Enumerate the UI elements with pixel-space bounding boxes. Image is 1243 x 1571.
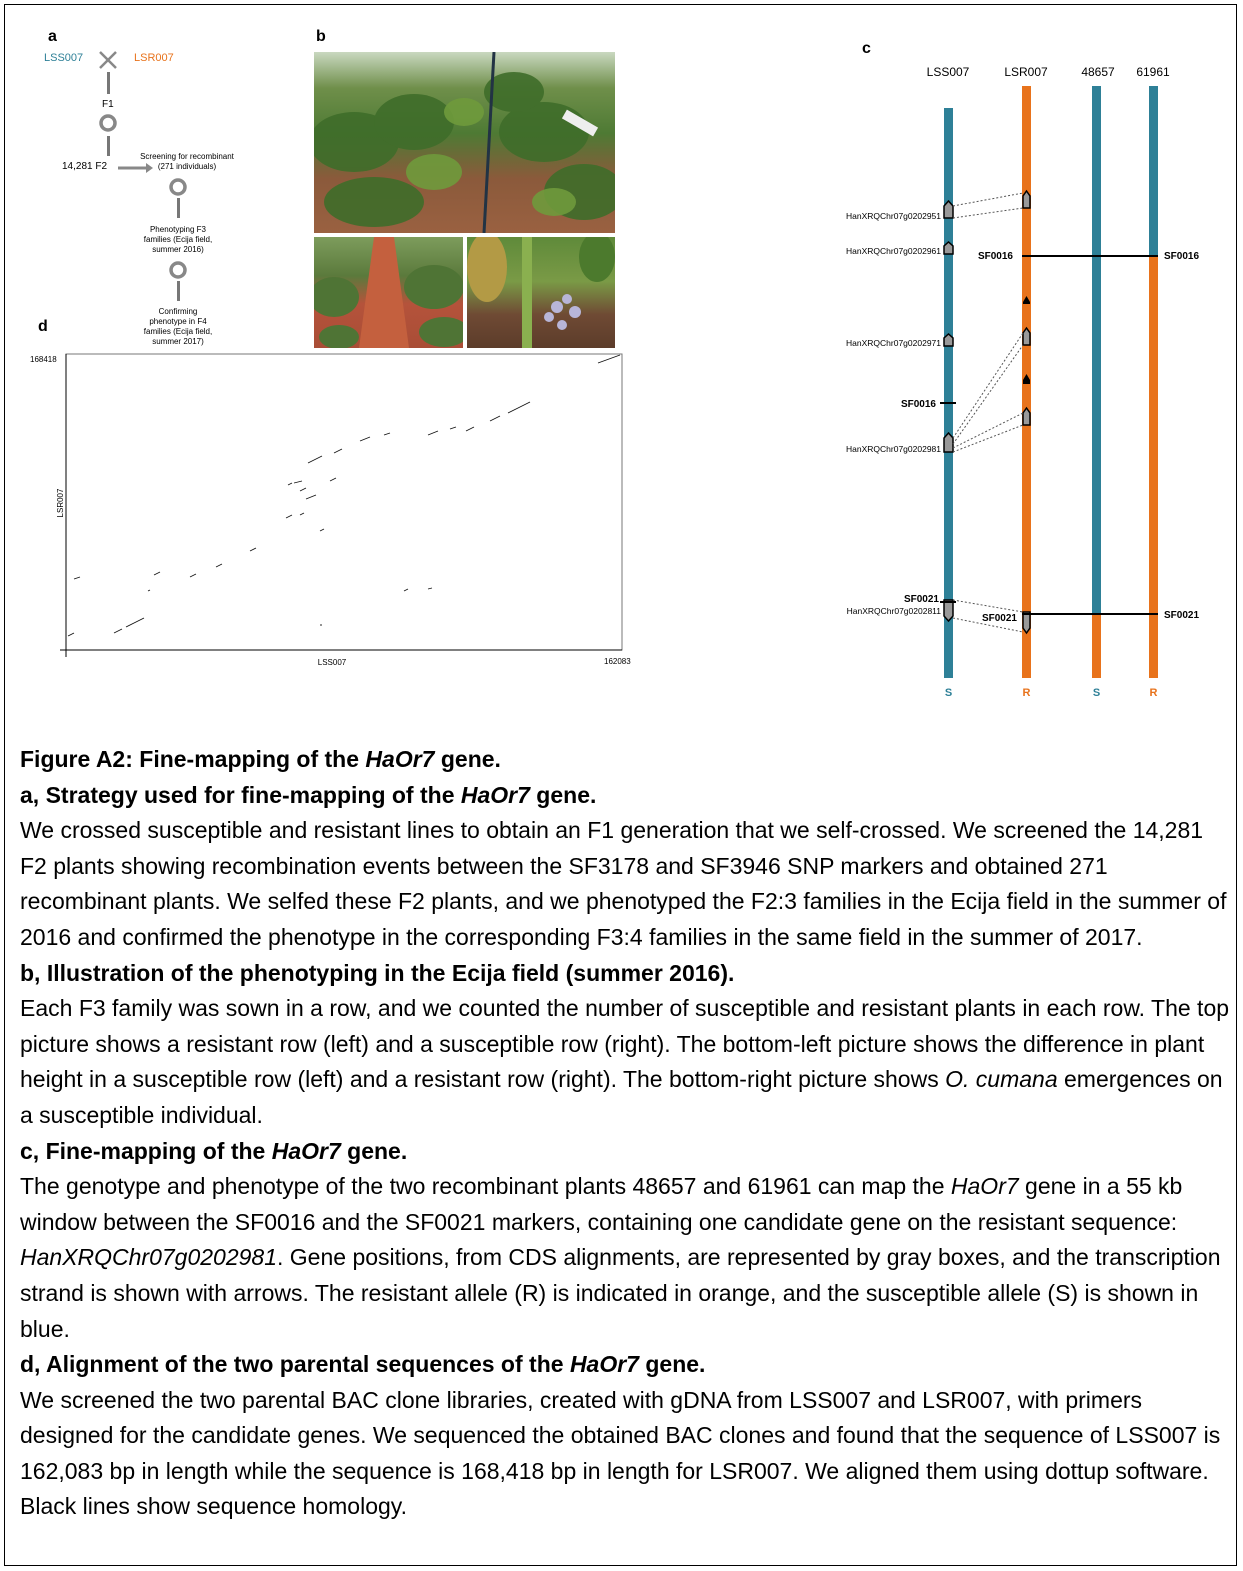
arrow-down-icon bbox=[177, 281, 180, 301]
panel-d-label: d bbox=[38, 318, 48, 335]
gene-box bbox=[943, 199, 954, 219]
phenotyping-text: Phenotyping F3 families (Ecija field, su… bbox=[143, 225, 213, 254]
gene-box bbox=[1022, 326, 1031, 346]
allele-label: R bbox=[1023, 687, 1031, 699]
field-photo-bottom-right bbox=[467, 237, 615, 348]
panel-b-label: b bbox=[316, 28, 326, 45]
y-axis-label: LSR007 bbox=[56, 488, 65, 517]
dot-plot: 168418 162083 LSS007 LSR007 bbox=[30, 353, 631, 667]
allele-label: R bbox=[1150, 687, 1158, 699]
caption-d-heading: d, Alignment of the two parental sequenc… bbox=[20, 1351, 706, 1378]
caption-d-body: We screened the two parental BAC clone l… bbox=[20, 1386, 1221, 1520]
field-photo-top bbox=[314, 52, 615, 233]
figure-frame bbox=[4, 4, 1237, 1566]
marker-label-sf0016: SF0016 bbox=[978, 251, 1013, 262]
gene-box bbox=[943, 240, 954, 255]
gene-box bbox=[943, 431, 954, 453]
self-cross-icon bbox=[169, 261, 187, 279]
self-cross-icon bbox=[169, 178, 187, 196]
column-header: LSR007 bbox=[1004, 65, 1048, 79]
self-cross-icon bbox=[99, 114, 117, 132]
caption-b-heading: b, Illustration of the phenotyping in th… bbox=[20, 959, 735, 986]
marker-label-sf0016: SF0016 bbox=[1164, 251, 1199, 262]
chromosome-48657-s-mid bbox=[1092, 256, 1101, 614]
confirming-text: Confirming phenotype in F4 families (Eci… bbox=[143, 307, 213, 346]
panel-a-label: a bbox=[48, 28, 57, 45]
gene-label: HanXRQChr07g0202811 bbox=[847, 606, 942, 616]
arrow-down-icon bbox=[177, 198, 180, 218]
marker-label-sf0021: SF0021 bbox=[982, 613, 1017, 624]
parent-r-label: LSR007 bbox=[134, 52, 174, 64]
field-photo-bottom-left bbox=[314, 237, 463, 348]
homology-segments bbox=[67, 354, 621, 637]
screening-text: Screening for recombinant (271 individua… bbox=[140, 152, 234, 171]
column-header: LSS007 bbox=[927, 65, 970, 79]
cross-icon bbox=[99, 51, 117, 69]
f2-label: 14,281 F2 bbox=[62, 161, 108, 172]
fine-mapping-diagram: LSS007 LSR007 48657 61961 bbox=[846, 65, 1199, 699]
caption-c-body: The genotype and phenotype of the two re… bbox=[20, 1173, 1221, 1342]
gene-box bbox=[1022, 189, 1031, 209]
marker-label-sf0016: SF0016 bbox=[901, 399, 936, 410]
caption-c-heading: c, Fine-mapping of the HaOr7 gene. bbox=[20, 1137, 408, 1164]
chromosome-48657-s bbox=[1092, 86, 1101, 256]
panel-c-label: c bbox=[862, 40, 871, 57]
gene-label: HanXRQChr07g0202951 bbox=[846, 211, 941, 221]
chromosome-61961-s bbox=[1149, 86, 1158, 256]
chromosome-48657-r bbox=[1092, 614, 1101, 678]
figure-title: Figure A2: Fine-mapping of the HaOr7 gen… bbox=[20, 746, 501, 772]
chromosome-lss007 bbox=[944, 108, 953, 678]
allele-label: S bbox=[1093, 687, 1100, 699]
caption-a-heading: a, Strategy used for fine-mapping of the… bbox=[20, 781, 597, 808]
y-max-label: 168418 bbox=[30, 355, 57, 364]
gene-label: HanXRQChr07g0202971 bbox=[846, 338, 941, 348]
gene-label: HanXRQChr07g0202981 bbox=[846, 444, 941, 454]
column-header: 61961 bbox=[1136, 65, 1170, 79]
x-max-label: 162083 bbox=[604, 657, 631, 666]
arrow-down-icon bbox=[107, 72, 110, 94]
caption-b-body: Each F3 family was sown in a row, and we… bbox=[20, 995, 1230, 1128]
parent-s-label: LSS007 bbox=[44, 52, 84, 64]
gene-box bbox=[1022, 611, 1031, 635]
marker-label-sf0021: SF0021 bbox=[1164, 610, 1199, 621]
x-axis-label: LSS007 bbox=[318, 658, 347, 667]
marker-label-sf0021: SF0021 bbox=[904, 594, 939, 605]
column-header: 48657 bbox=[1081, 65, 1115, 79]
gene-box bbox=[943, 599, 954, 623]
allele-label: S bbox=[945, 687, 952, 699]
gene-label: HanXRQChr07g0202961 bbox=[846, 246, 941, 256]
gene-box bbox=[1022, 406, 1031, 426]
figure-caption: Figure A2: Fine-mapping of the HaOr7 gen… bbox=[20, 742, 1230, 1525]
chromosome-61961-r bbox=[1149, 256, 1158, 678]
f1-label: F1 bbox=[102, 99, 114, 110]
arrow-down-icon bbox=[107, 136, 110, 156]
arrow-right-icon bbox=[118, 163, 153, 173]
caption-a-body: We crossed susceptible and resistant lin… bbox=[20, 817, 1227, 950]
gene-box bbox=[943, 332, 954, 347]
